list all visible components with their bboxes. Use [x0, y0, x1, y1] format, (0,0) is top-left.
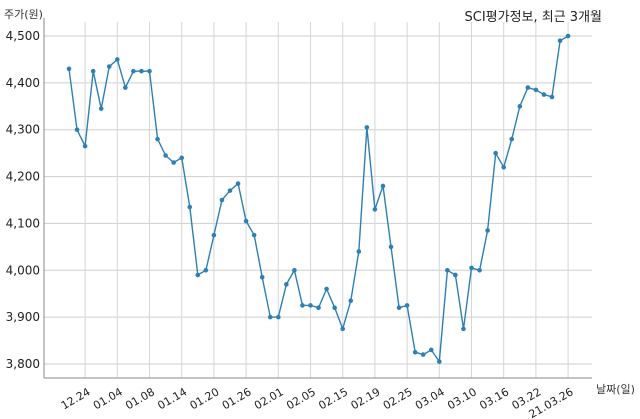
- data-point: [179, 155, 184, 161]
- y-tick-label: 4,500: [6, 29, 40, 43]
- data-point: [155, 136, 160, 142]
- data-point: [187, 204, 193, 210]
- data-point: [445, 267, 450, 273]
- data-point: [195, 272, 201, 278]
- data-point: [461, 326, 466, 332]
- x-tick-label: 01.04: [91, 385, 125, 412]
- series-line: [68, 35, 569, 364]
- data-point: [541, 92, 547, 97]
- x-tick-label: 01.26: [220, 385, 254, 412]
- data-point: [324, 286, 329, 292]
- x-grid: [84, 22, 569, 378]
- price-series: [66, 33, 571, 364]
- data-point: [171, 160, 176, 165]
- data-point: [412, 349, 418, 355]
- data-point: [404, 303, 410, 308]
- data-point: [115, 57, 120, 62]
- chart-title: SCI평가정보, 최근 3개월: [464, 10, 602, 25]
- data-point: [203, 267, 209, 273]
- data-point: [364, 125, 370, 130]
- y-tick-label: 4,300: [6, 123, 40, 137]
- data-point: [356, 249, 362, 254]
- x-tick-label: 02.25: [381, 385, 415, 412]
- data-point: [227, 188, 233, 193]
- data-point: [380, 183, 386, 189]
- axes: [43, 18, 592, 379]
- data-point: [485, 228, 490, 233]
- x-tick-label: 12.24: [59, 385, 93, 412]
- data-point: [211, 232, 217, 238]
- data-point: [308, 303, 313, 308]
- data-point: [396, 305, 402, 311]
- data-point: [493, 150, 498, 156]
- data-point: [437, 359, 442, 364]
- y-tick-label: 4,100: [6, 216, 40, 230]
- data-point: [98, 106, 104, 111]
- data-point: [147, 68, 152, 74]
- x-tick-label: 02.19: [349, 385, 383, 412]
- data-point: [557, 38, 563, 44]
- data-point: [267, 314, 273, 320]
- data-point: [340, 326, 346, 332]
- y-ticks: 3,800 3,900 4,000 4,100 4,200 4,300 4,400 4,500: [6, 29, 40, 371]
- data-point: [82, 143, 88, 149]
- y-axis-label: 주가(원): [4, 8, 43, 21]
- x-tick-label: 01.08: [123, 385, 157, 412]
- data-point: [332, 305, 337, 311]
- data-point: [219, 197, 225, 203]
- data-point: [372, 207, 378, 212]
- y-tick-label: 4,200: [6, 170, 40, 184]
- data-point: [549, 94, 555, 100]
- y-tick-label: 4,000: [6, 263, 40, 277]
- data-point: [243, 218, 249, 224]
- x-tick-label: 03.16: [477, 385, 511, 412]
- data-point: [139, 68, 144, 74]
- data-point: [123, 85, 128, 90]
- x-tick-label: 03.10: [445, 385, 479, 412]
- data-point: [348, 298, 354, 304]
- data-point: [131, 68, 136, 74]
- x-tick-label: 02.15: [316, 385, 350, 412]
- data-point: [533, 87, 539, 93]
- data-point: [106, 64, 112, 69]
- data-point: [501, 164, 507, 170]
- data-point: [509, 136, 515, 142]
- data-point: [565, 33, 571, 39]
- data-point: [300, 303, 305, 308]
- data-point: [276, 314, 281, 320]
- data-point: [163, 153, 168, 158]
- data-point: [235, 181, 241, 186]
- data-point: [477, 267, 482, 273]
- y-tick-label: 3,900: [6, 310, 40, 324]
- data-point: [525, 85, 531, 90]
- data-point: [420, 352, 426, 357]
- x-axis-label: 날짜(일): [596, 383, 635, 396]
- y-tick-label: 3,800: [6, 357, 40, 371]
- data-point: [90, 68, 96, 74]
- data-point: [316, 305, 321, 311]
- y-tick-label: 4,400: [6, 76, 40, 90]
- data-point: [292, 267, 297, 273]
- x-tick-label: 02.01: [252, 385, 286, 412]
- x-tick-label: 03.04: [413, 385, 447, 412]
- data-point: [66, 66, 72, 72]
- x-tick-label: 01.14: [155, 385, 189, 412]
- data-point: [517, 104, 523, 109]
- data-point: [284, 282, 289, 287]
- x-ticks: 12.2401.0401.0801.1401.2001.2602.0102.05…: [59, 385, 576, 419]
- data-point: [453, 272, 458, 278]
- x-tick-label: 02.05: [284, 385, 318, 412]
- y-grid: [44, 35, 592, 365]
- data-point: [388, 244, 394, 250]
- data-point: [469, 265, 474, 271]
- data-point: [74, 127, 80, 133]
- data-point: [251, 232, 257, 238]
- x-tick-label: 01.20: [188, 385, 222, 412]
- data-point: [428, 347, 434, 353]
- data-point: [259, 274, 265, 280]
